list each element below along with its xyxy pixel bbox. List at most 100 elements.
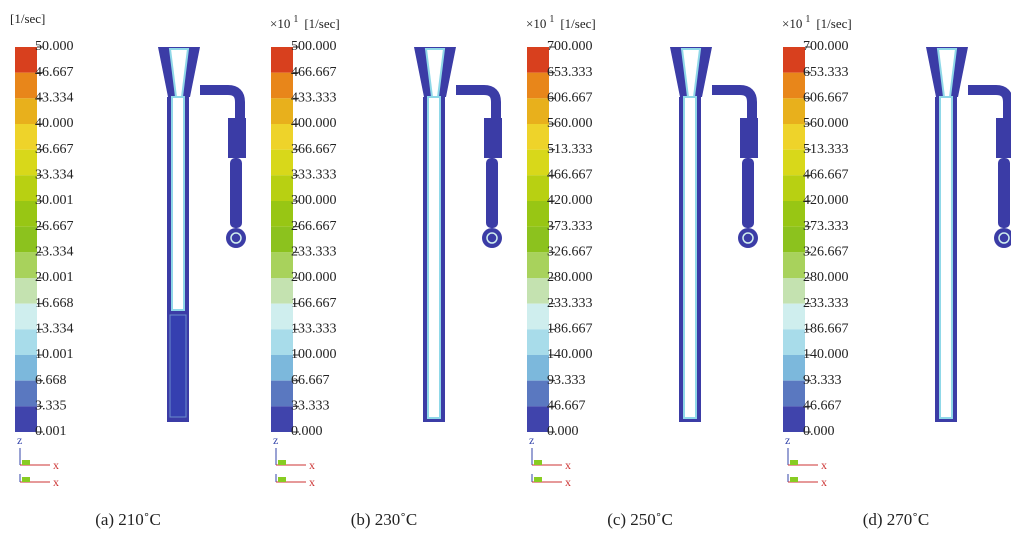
colorbar-segment (15, 201, 37, 227)
colorbar-segment (783, 406, 805, 432)
colorbar-segment (271, 406, 293, 432)
axis-origin (534, 460, 542, 465)
colorbar-label: 13.334 (35, 322, 74, 337)
scale-base: ×10 (526, 16, 546, 31)
colorbar-segment (527, 226, 549, 253)
unit-header: ×10 1 [1/sec] (782, 14, 852, 31)
colorbar-segment (527, 329, 549, 355)
column (742, 158, 754, 228)
colorbar-label: 653.333 (803, 65, 849, 80)
colorbar-segment (15, 278, 37, 304)
colorbar-segment (271, 175, 293, 201)
colorbar-segment (15, 149, 37, 176)
column (998, 158, 1010, 228)
colorbar-label: 326.667 (803, 245, 849, 260)
colorbar-segment (15, 303, 37, 330)
colorbar-label: 606.667 (547, 91, 593, 106)
colorbar-segment (783, 175, 805, 201)
colorbar-segment (15, 355, 37, 381)
axis-x: x (53, 475, 59, 489)
colorbar-segment (15, 175, 37, 201)
colorbar-segment (527, 355, 549, 381)
colorbar-segment (527, 252, 549, 278)
colorbar-segment (783, 252, 805, 278)
axis-z: z (529, 433, 534, 447)
axis-origin (22, 460, 30, 465)
valve-core (998, 232, 1010, 244)
axis-origin (790, 477, 798, 482)
axis-x: x (821, 475, 827, 489)
tube-core (427, 96, 441, 419)
axis-x: x (565, 458, 571, 472)
unit: [1/sec] (560, 16, 595, 31)
unit: [1/sec] (304, 16, 339, 31)
colorbar-label: 140.000 (547, 347, 593, 362)
colorbar-label: 50.000 (35, 39, 74, 54)
colorbar-segment (527, 124, 549, 150)
colorbar-label: 33.334 (35, 168, 74, 183)
colorbar-label: 33.333 (291, 399, 330, 414)
colorbar-segment (15, 124, 37, 150)
caption: (c) 250˚C (607, 510, 673, 529)
axis-z: z (17, 433, 22, 447)
colorbar-label: 653.333 (547, 65, 593, 80)
colorbar-label: 30.001 (35, 193, 74, 208)
colorbar-label: 373.333 (547, 219, 593, 234)
colorbar-label: 23.334 (35, 245, 74, 260)
colorbar-segment (783, 226, 805, 253)
colorbar-label: 200.000 (291, 270, 337, 285)
colorbar-segment (15, 72, 37, 99)
column (486, 158, 498, 228)
colorbar-segment (783, 355, 805, 381)
scale-exp: 1 (805, 14, 810, 25)
colorbar-label: 700.000 (547, 39, 593, 54)
colorbar-label: 373.333 (803, 219, 849, 234)
colorbar-label: 466.667 (803, 168, 849, 183)
colorbar-segment (271, 124, 293, 150)
colorbar-label: 93.333 (547, 373, 586, 388)
colorbar-label: 500.000 (291, 39, 337, 54)
colorbar-segment (783, 303, 805, 330)
colorbar-label: 400.000 (291, 116, 337, 131)
colorbar-segment (527, 380, 549, 407)
colorbar-label: 46.667 (35, 65, 74, 80)
colorbar-segment (783, 47, 805, 73)
colorbar-segment (783, 72, 805, 99)
colorbar-label: 606.667 (803, 91, 849, 106)
colorbar-segment (527, 72, 549, 99)
tube-core (683, 96, 697, 419)
valve (226, 228, 246, 248)
colorbar-segment (271, 252, 293, 278)
panel: ×10 1 [1/sec] 500.000 466.667 433.333 400.000 3… (270, 14, 502, 529)
caption: (a) 210˚C (95, 510, 161, 529)
colorbar-segment (271, 149, 293, 176)
colorbar-segment (271, 303, 293, 330)
colorbar-label: 233.333 (803, 296, 849, 311)
axis-origin (22, 477, 30, 482)
scale-base: ×10 (782, 16, 802, 31)
colorbar-label: 186.667 (547, 322, 593, 337)
colorbar-label: 43.334 (35, 91, 74, 106)
axis-x: x (309, 475, 315, 489)
caption: (d) 270˚C (863, 510, 930, 529)
colorbar-segment (527, 303, 549, 330)
colorbar-label: 433.333 (291, 91, 337, 106)
panel: ×10 1 [1/sec] 700.000 653.333 606.667 560.000 5… (526, 14, 758, 529)
colorbar-label: 0.001 (35, 424, 67, 439)
colorbar-label: 46.667 (803, 399, 842, 414)
colorbar-segment (271, 98, 293, 124)
colorbar-label: 0.000 (803, 424, 835, 439)
colorbar-segment (783, 149, 805, 176)
unit-header: ×10 1 [1/sec] (526, 14, 596, 31)
axis-origin (534, 477, 542, 482)
colorbar-segment (15, 406, 37, 432)
chamber (740, 118, 758, 158)
colorbar-segment (783, 124, 805, 150)
colorbar-segment (527, 406, 549, 432)
colorbar-label: 466.667 (547, 168, 593, 183)
colorbar-label: 93.333 (803, 373, 842, 388)
colorbar-label: 20.001 (35, 270, 74, 285)
colorbar-label: 133.333 (291, 322, 337, 337)
scale-base: ×10 (270, 16, 290, 31)
